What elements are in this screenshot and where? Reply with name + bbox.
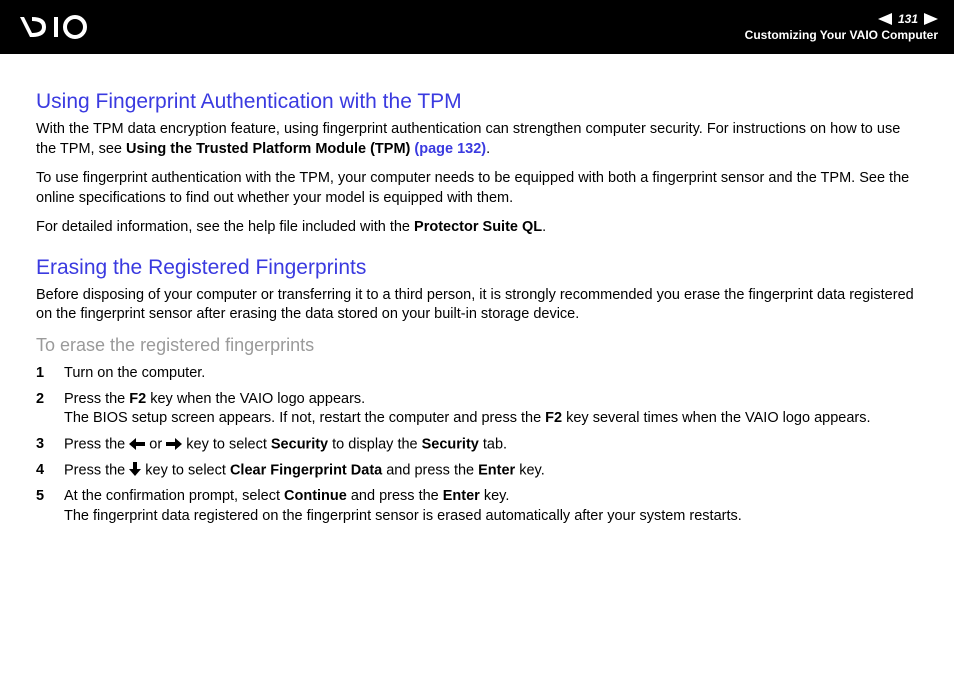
text: tab. [479, 436, 507, 452]
page-content: Using Fingerprint Authentication with th… [0, 54, 954, 552]
text: key. [480, 488, 510, 504]
section1-para2: To use fingerprint authentication with t… [36, 169, 918, 208]
step-number: 5 [36, 487, 64, 526]
page-number: 131 [894, 12, 922, 26]
page-link[interactable]: (page 132) [414, 141, 486, 157]
step-body: Press the F2 key when the VAIO logo appe… [64, 390, 918, 429]
text: key to select [141, 462, 230, 478]
header-right: 131 Customizing Your VAIO Computer [745, 12, 938, 42]
steps-list: 1 Turn on the computer. 2 Press the F2 k… [36, 364, 918, 526]
bold-text: Protector Suite QL [414, 219, 542, 235]
arrow-down-icon [129, 461, 141, 481]
text: key when the VAIO logo appears. [146, 391, 365, 407]
text: Press the [64, 436, 129, 452]
text: key several times when the VAIO logo app… [562, 410, 870, 426]
text: key to select [182, 436, 271, 452]
text: to display the [328, 436, 422, 452]
bold-text: Enter [478, 462, 515, 478]
text: key. [515, 462, 545, 478]
section2-subheading: To erase the registered fingerprints [36, 335, 918, 356]
text: and press the [347, 488, 443, 504]
step-item: 5 At the confirmation prompt, select Con… [36, 487, 918, 526]
step-item: 1 Turn on the computer. [36, 364, 918, 384]
step-body: Press the key to select Clear Fingerprin… [64, 461, 918, 481]
bold-text: Security [422, 436, 479, 452]
text: At the confirmation prompt, select [64, 488, 284, 504]
section2-heading: Erasing the Registered Fingerprints [36, 256, 918, 280]
step-number: 3 [36, 435, 64, 455]
header-bar: 131 Customizing Your VAIO Computer [0, 0, 954, 54]
text: or [145, 436, 166, 452]
text: The BIOS setup screen appears. If not, r… [64, 410, 545, 426]
step-number: 2 [36, 390, 64, 429]
section1-para1: With the TPM data encryption feature, us… [36, 120, 918, 159]
vaio-logo [20, 15, 130, 39]
bold-text: Enter [443, 488, 480, 504]
bold-text: F2 [129, 391, 146, 407]
bold-text: F2 [545, 410, 562, 426]
text: . [486, 141, 490, 157]
section1-heading: Using Fingerprint Authentication with th… [36, 90, 918, 114]
step-number: 1 [36, 364, 64, 384]
bold-text: Clear Fingerprint Data [230, 462, 382, 478]
step-item: 4 Press the key to select Clear Fingerpr… [36, 461, 918, 481]
page-nav: 131 [745, 12, 938, 26]
text: Press the [64, 391, 129, 407]
text: . [542, 219, 546, 235]
arrow-right-icon [166, 435, 182, 455]
section1-para3: For detailed information, see the help f… [36, 218, 918, 238]
step-number: 4 [36, 461, 64, 481]
step-item: 2 Press the F2 key when the VAIO logo ap… [36, 390, 918, 429]
prev-page-arrow-icon[interactable] [878, 13, 892, 25]
next-page-arrow-icon[interactable] [924, 13, 938, 25]
step-body: At the confirmation prompt, select Conti… [64, 487, 918, 526]
step-body: Turn on the computer. [64, 364, 918, 384]
bold-text: Continue [284, 488, 347, 504]
section2-para1: Before disposing of your computer or tra… [36, 286, 918, 325]
step-item: 3 Press the or key to select Security to… [36, 435, 918, 455]
bold-text: Using the Trusted Platform Module (TPM) [126, 141, 414, 157]
arrow-left-icon [129, 435, 145, 455]
header-section-title: Customizing Your VAIO Computer [745, 28, 938, 42]
step-body: Press the or key to select Security to d… [64, 435, 918, 455]
bold-text: Security [271, 436, 328, 452]
text: and press the [382, 462, 478, 478]
text: Press the [64, 462, 129, 478]
text: The fingerprint data registered on the f… [64, 508, 742, 524]
text: For detailed information, see the help f… [36, 219, 414, 235]
